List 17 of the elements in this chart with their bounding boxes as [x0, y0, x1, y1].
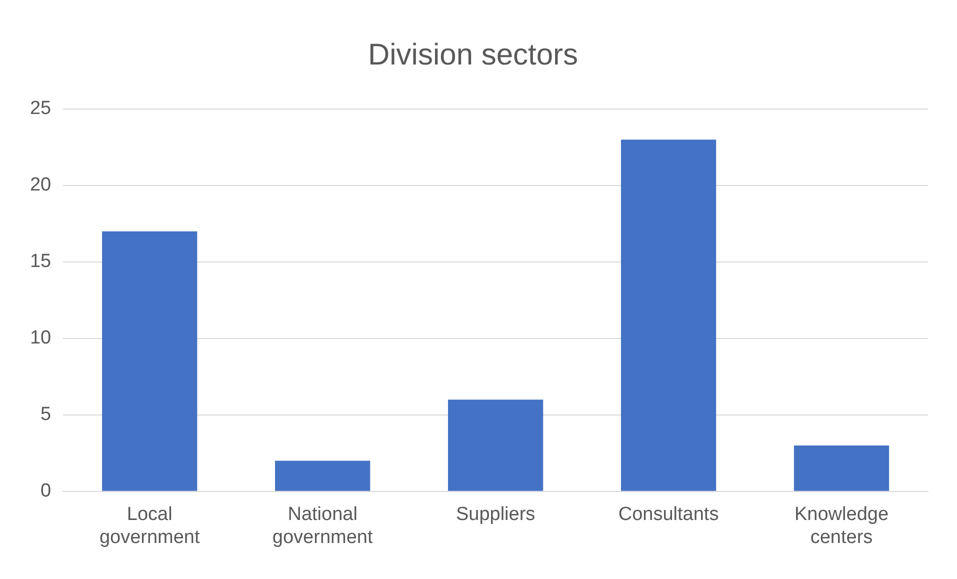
chart-title: Division sectors — [368, 38, 578, 72]
bar — [102, 231, 198, 491]
y-tick-label: 20 — [30, 174, 52, 196]
y-tick-label: 5 — [40, 404, 52, 426]
x-tick-label: Local government — [99, 504, 201, 548]
bar — [620, 140, 716, 491]
x-tick-label: National government — [272, 504, 374, 548]
bar — [275, 460, 370, 491]
y-tick-label: 25 — [30, 98, 52, 120]
x-tick-label: Consultants — [618, 504, 719, 526]
bar — [448, 400, 544, 491]
y-tick-label: 15 — [30, 251, 52, 272]
bar — [794, 446, 890, 491]
y-tick-label: 0 — [40, 480, 52, 502]
x-tick-label: Knowledge centers — [794, 504, 889, 548]
x-tick-label: Suppliers — [456, 504, 536, 526]
y-tick-label: 10 — [30, 328, 52, 349]
